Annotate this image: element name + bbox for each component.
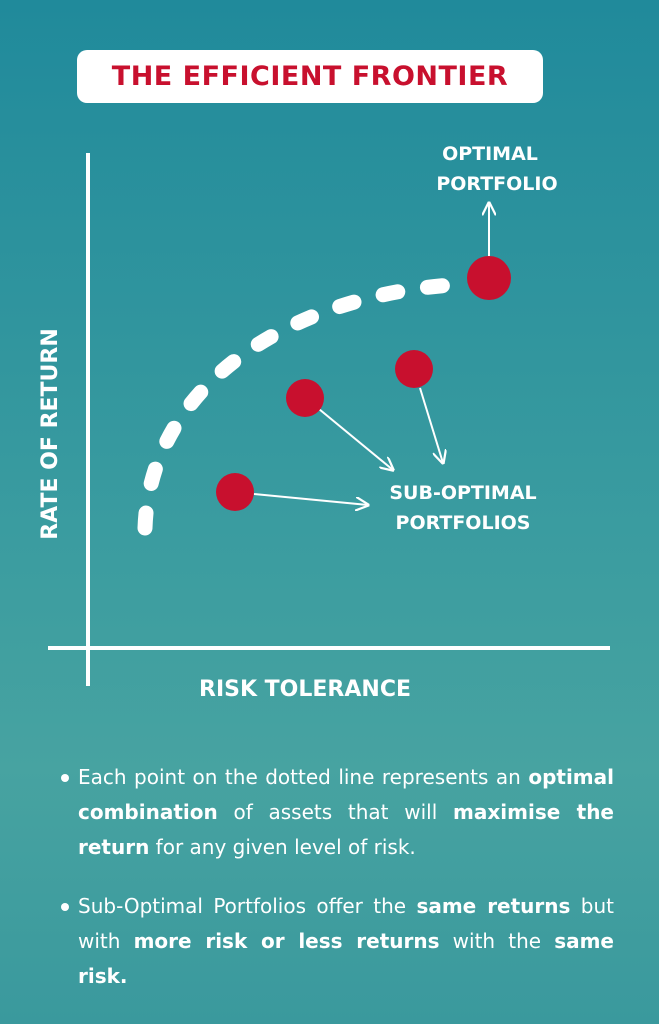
explanation-list: Each point on the dotted line represents… — [58, 760, 614, 1018]
bullet-text: with the — [439, 929, 555, 953]
x-axis-label: RISK TOLERANCE — [199, 677, 411, 702]
suboptimal-portfolio-point-1 — [395, 350, 433, 388]
optimal-label-line1: OPTIMAL — [442, 143, 538, 165]
efficient-frontier-curve — [137, 276, 478, 536]
bullet-text: Each point on the dotted line represents… — [78, 765, 529, 789]
title-banner: THE EFFICIENT FRONTIER — [77, 50, 543, 103]
bullet-item: Sub-Optimal Portfolios offer the same re… — [58, 889, 614, 994]
suboptimal-arrow-2 — [318, 408, 393, 470]
suboptimal-arrow-3 — [419, 387, 443, 463]
optimal-label-line2: PORTFOLIO — [436, 173, 557, 195]
efficient-frontier-diagram: OPTIMAL PORTFOLIO SUB-OPTIMAL PORTFOLIOS… — [38, 143, 557, 702]
suboptimal-label-line2: PORTFOLIOS — [396, 512, 531, 534]
suboptimal-portfolio-point-3 — [216, 473, 254, 511]
page-title: THE EFFICIENT FRONTIER — [111, 61, 509, 92]
suboptimal-arrow-1 — [253, 493, 368, 505]
bullet-text: for any given level of risk. — [149, 835, 416, 859]
bullet-text: of assets that will — [217, 800, 454, 824]
optimal-portfolio-point — [467, 256, 511, 300]
suboptimal-portfolio-point-2 — [286, 379, 324, 417]
bullet-emphasis: maximise the return — [78, 800, 614, 859]
bullet-emphasis: same returns — [416, 894, 571, 918]
bullet-emphasis: same risk. — [78, 929, 614, 988]
bullet-text: but with — [78, 894, 614, 953]
suboptimal-label-line1: SUB-OPTIMAL — [389, 482, 536, 504]
bullet-emphasis: optimal combination — [78, 765, 614, 824]
bullet-item: Each point on the dotted line represents… — [58, 760, 614, 865]
bullet-emphasis: more risk or less returns — [133, 929, 440, 953]
bullet-text: Sub-Optimal Portfolios offer the — [78, 894, 417, 918]
y-axis-label: RATE OF RETURN — [38, 328, 63, 540]
